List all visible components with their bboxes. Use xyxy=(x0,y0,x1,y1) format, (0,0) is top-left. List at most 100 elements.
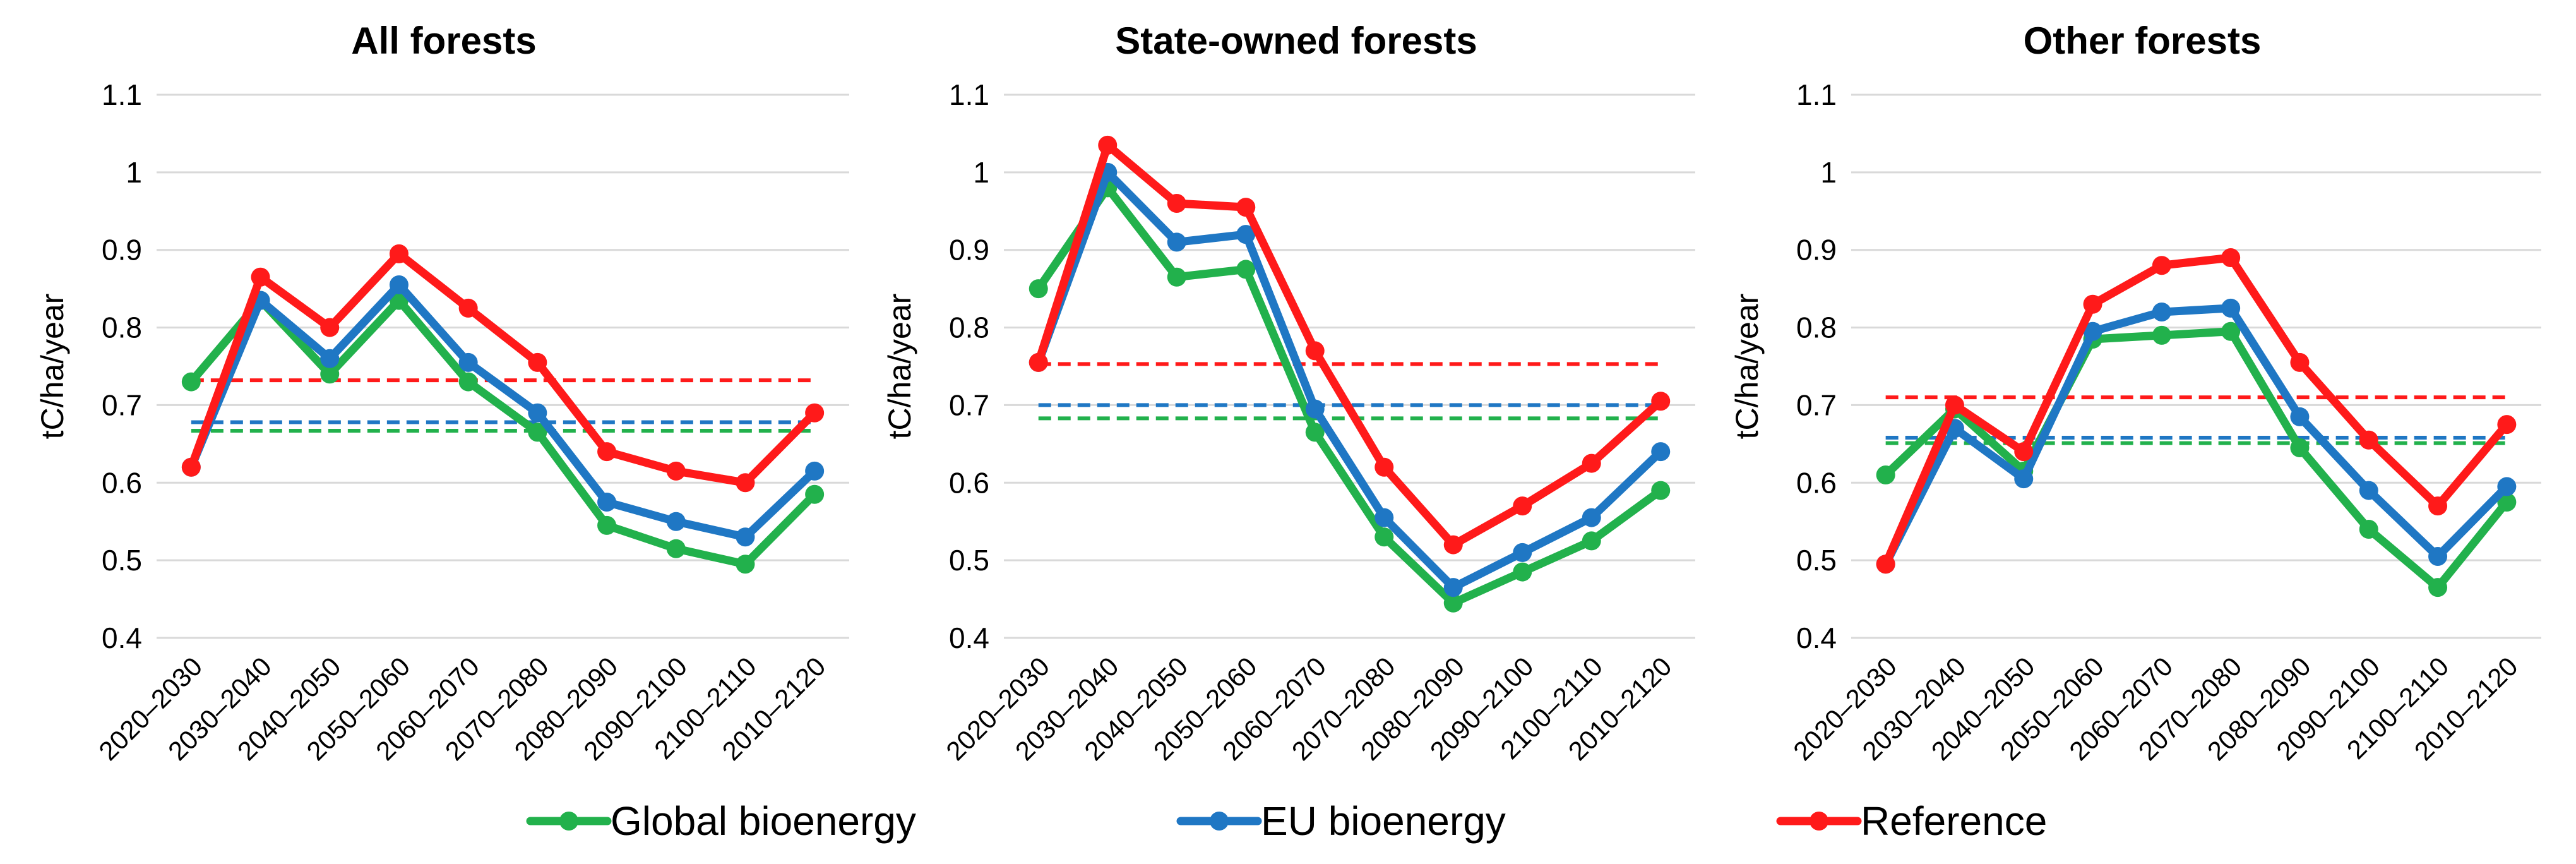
series-line xyxy=(1034,183,1665,608)
data-point xyxy=(1374,527,1394,547)
data-point xyxy=(2428,496,2448,516)
data-point xyxy=(736,473,755,493)
y-tick-label: 0.5 xyxy=(1796,544,1837,577)
data-point xyxy=(597,493,617,512)
data-point xyxy=(666,512,686,531)
series-line xyxy=(1881,253,2511,568)
data-point xyxy=(1305,341,1325,361)
data-point xyxy=(458,372,478,392)
data-point xyxy=(458,298,478,318)
chart-panel-2: State-owned forests 0.4 0.5 0.6 0.7 0.8 0.9 1 1.… xyxy=(882,20,1695,766)
data-point xyxy=(666,461,686,481)
legend-label: Reference xyxy=(1861,798,2047,844)
y-tick-label: 1 xyxy=(973,156,989,189)
data-point xyxy=(2221,321,2241,341)
y-tick-label: 0.9 xyxy=(102,234,142,267)
legend: Global bioenergy EU bioenergy Reference xyxy=(526,798,2047,844)
y-tick-label: 1.1 xyxy=(949,78,989,111)
y-tick-label: 0.7 xyxy=(102,388,142,421)
data-point xyxy=(251,267,270,287)
y-tick-label: 0.9 xyxy=(949,234,989,267)
chart-title: Other forests xyxy=(2024,20,2262,62)
data-point xyxy=(181,457,201,477)
data-point xyxy=(2014,469,2034,489)
series-line xyxy=(1034,168,1665,592)
data-point xyxy=(1167,194,1186,213)
legend-marker xyxy=(559,812,578,831)
data-point xyxy=(1098,135,1118,155)
series-line xyxy=(1881,327,2511,592)
data-point xyxy=(2152,303,2171,321)
data-point xyxy=(2497,415,2517,435)
data-point xyxy=(320,349,340,368)
data-point xyxy=(320,318,340,337)
data-point xyxy=(1374,457,1394,477)
data-point xyxy=(2152,256,2171,275)
data-point xyxy=(528,403,547,423)
data-point xyxy=(2359,430,2378,450)
data-point xyxy=(2014,442,2034,462)
y-tick-label: 0.4 xyxy=(102,621,142,654)
data-point xyxy=(805,461,825,481)
data-point xyxy=(2152,325,2171,345)
legend-item: Global bioenergy xyxy=(526,798,916,844)
data-point xyxy=(1876,465,1895,484)
legend-item: Reference xyxy=(1776,798,2047,844)
data-point xyxy=(2428,578,2448,597)
data-point xyxy=(2428,547,2448,566)
y-tick-label: 0.5 xyxy=(949,544,989,577)
data-point xyxy=(1582,508,1601,527)
y-tick-label: 0.5 xyxy=(102,544,142,577)
y-tick-label: 0.6 xyxy=(102,466,142,499)
y-axis-label: tC/ha/year xyxy=(1729,294,1765,440)
data-point xyxy=(1029,352,1048,372)
data-point xyxy=(1651,481,1671,500)
series-line xyxy=(1034,141,1665,549)
data-point xyxy=(805,403,825,423)
data-point xyxy=(458,352,478,372)
y-tick-label: 0.6 xyxy=(1796,466,1837,499)
data-point xyxy=(2083,321,2102,341)
y-tick-label: 0.9 xyxy=(1796,234,1837,267)
data-point xyxy=(2221,248,2241,267)
y-tick-label: 0.8 xyxy=(949,311,989,344)
data-point xyxy=(1443,535,1463,555)
data-point xyxy=(1443,593,1463,613)
data-point xyxy=(1582,531,1601,551)
chart-panel-3: Other forests 0.4 0.5 0.6 0.7 0.8 0.9 1 1.1 tC/ha… xyxy=(1729,20,2541,766)
y-tick-label: 1.1 xyxy=(102,78,142,111)
data-point xyxy=(2359,520,2378,539)
data-point xyxy=(736,555,755,574)
y-axis-label: tC/ha/year xyxy=(35,294,70,440)
y-tick-label: 0.4 xyxy=(949,621,989,654)
legend-marker xyxy=(1810,812,1828,831)
chart-panel-1: All forests 0.4 0.5 0.6 0.7 0.8 0.9 1 1.1 tC/ha/y… xyxy=(35,20,849,766)
data-point xyxy=(181,372,201,392)
series-line xyxy=(187,249,819,487)
series-line xyxy=(187,296,819,568)
data-point xyxy=(1513,562,1532,582)
data-point xyxy=(1236,260,1256,279)
data-point xyxy=(528,352,547,372)
data-point xyxy=(2359,481,2378,500)
chart-title: State-owned forests xyxy=(1115,20,1477,62)
data-point xyxy=(389,275,408,294)
legend-label: EU bioenergy xyxy=(1261,798,1506,844)
data-point xyxy=(666,539,686,558)
legend-item: EU bioenergy xyxy=(1176,798,1506,844)
data-point xyxy=(2290,352,2310,372)
y-tick-label: 0.7 xyxy=(949,388,989,421)
y-tick-label: 0.6 xyxy=(949,466,989,499)
y-axis-label: tC/ha/year xyxy=(882,294,917,440)
data-point xyxy=(805,484,825,504)
data-point xyxy=(2290,438,2310,457)
data-point xyxy=(2497,493,2517,512)
data-point xyxy=(320,364,340,384)
y-tick-label: 0.8 xyxy=(1796,311,1837,344)
data-point xyxy=(1305,423,1325,442)
data-point xyxy=(1236,225,1256,244)
data-point xyxy=(1651,442,1671,462)
data-point xyxy=(1443,578,1463,597)
y-tick-label: 1.1 xyxy=(1796,78,1837,111)
